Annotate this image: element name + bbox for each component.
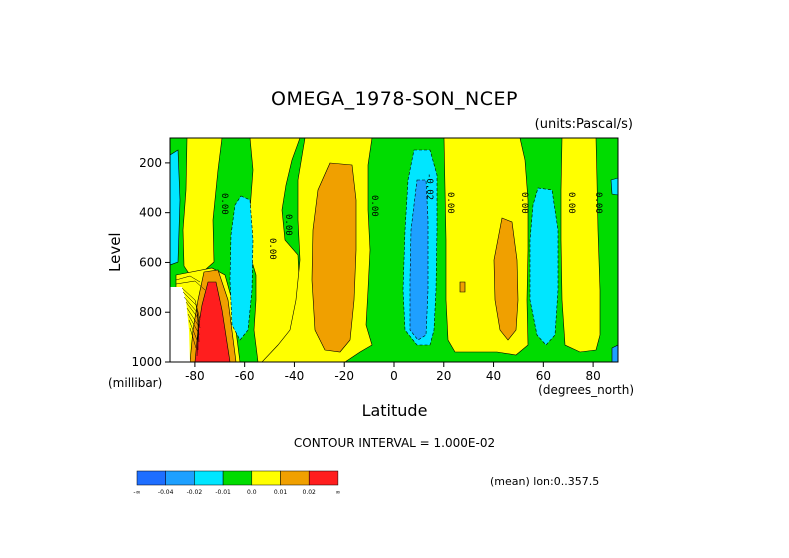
x-tick-label: 20 [436,369,451,383]
colorbar-swatch [194,470,224,486]
red-region-southpole [194,281,231,362]
y-tick-label: 1000 [131,355,162,369]
blue-region-northpole [611,344,618,362]
contour-label: 0.00 [267,238,277,260]
chart-title: OMEGA_1978-SON_NCEP [271,88,518,110]
colorbar-label: -∞ [133,489,140,496]
y-tick-label: 400 [139,206,162,220]
colorbar-swatch [308,470,339,486]
colorbar-swatch [280,470,310,486]
x-axis-ticks: -80 -60 -40 -20 0 20 40 60 80 [185,362,601,383]
contour-labels: 0.00 0.00 0.00 0.00 -0.02 0.00 0.00 0.00… [219,173,603,260]
colorbar-swatch [136,470,166,486]
dense-contour-lines [175,275,206,357]
x-tick-label: -20 [334,369,354,383]
colorbar-label: 0.01 [274,489,288,496]
contour-label: 0.00 [593,192,603,214]
colorbar-swatch [222,470,253,486]
contour-label-negative: -0.02 [424,173,434,200]
y-axis-unit: (millibar) [108,376,163,390]
colorbar-label: -0.01 [215,489,231,496]
colorbar-label: 0.02 [303,489,317,496]
contour-label: 0.00 [566,192,576,214]
y-tick-label: 800 [139,305,162,319]
cyan-region-south [229,195,254,341]
orange-region-north-small [459,281,466,293]
yellow-region-north [560,138,601,353]
x-tick-label: -60 [235,369,255,383]
cyan-region-north [529,187,559,346]
x-axis-label: Latitude [361,401,428,420]
colorbar-label: ∞ [335,489,340,496]
x-tick-label: 80 [585,369,600,383]
orange-region-central [311,162,357,353]
blue-region-equator [409,179,429,341]
x-tick-label: 40 [486,369,501,383]
colorbar-label: 0.0 [247,489,257,496]
contour-interval-text: CONTOUR INTERVAL = 1.000E-02 [293,436,496,450]
colorbar-swatch [251,470,281,486]
x-tick-label: 60 [536,369,551,383]
plot-area: 0.00 0.00 0.00 0.00 -0.02 0.00 0.00 0.00… [170,138,618,362]
colorbar-label: -0.02 [187,489,203,496]
cyan-region-northpole [610,177,618,196]
x-axis-unit: (degrees_north) [538,383,634,397]
contour-label: 0.00 [219,193,229,215]
contour-label: 0.00 [283,214,293,236]
units-label: (units:Pascal/s) [534,117,633,132]
y-axis-ticks: 200 400 600 800 1000 [131,156,170,369]
cyan-region-southpole [170,149,181,266]
x-tick-label: -80 [185,369,205,383]
mean-annotation: (mean) lon:0..357.5 [490,475,600,488]
x-tick-label: -40 [285,369,305,383]
y-tick-label: 600 [139,255,162,269]
x-tick-label: 0 [390,369,398,383]
orange-region-north [493,217,519,341]
colorbar-label: -0.04 [158,489,174,496]
contour-label: 0.00 [369,195,379,217]
colorbar: -∞ -0.04 -0.02 -0.01 0.0 0.01 0.02 ∞ [133,470,340,496]
colorbar-swatch [165,470,195,486]
contour-label: 0.00 [519,192,529,214]
contour-label: 0.00 [445,192,455,214]
missing-data-region [170,287,190,362]
y-tick-label: 200 [139,156,162,170]
